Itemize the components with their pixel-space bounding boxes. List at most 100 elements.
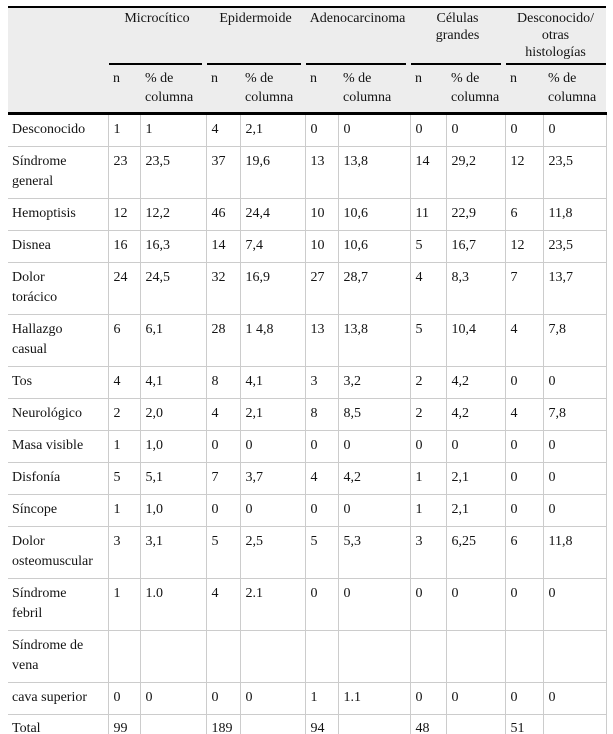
cell-n: 5 xyxy=(409,314,446,367)
row-label: Masa visible xyxy=(8,430,108,463)
cell-n: 23 xyxy=(107,146,140,199)
row-label: Neurológico xyxy=(8,398,108,431)
cell-n: 1 xyxy=(107,113,140,147)
cell-n: 2 xyxy=(107,398,140,431)
row-label: Hemoptisis xyxy=(8,198,108,231)
cell-n: 4 xyxy=(304,462,338,495)
row-label: Desconocido xyxy=(8,113,108,147)
cell-pct: 0 xyxy=(445,578,506,631)
cell-pct: 0 xyxy=(337,430,410,463)
cell-pct: 5,3 xyxy=(337,526,410,579)
cell-pct: 4,2 xyxy=(337,462,410,495)
cell-pct: 0 xyxy=(239,494,305,527)
cell-n: 0 xyxy=(107,682,140,715)
cell-n: 4 xyxy=(205,578,240,631)
table-row: Síndrome general 23 23,5 37 19,6 13 13,8 14 29,2… xyxy=(8,146,607,199)
cell-pct: 16,3 xyxy=(139,230,206,263)
subheader-n: n xyxy=(108,65,140,115)
cell-pct: 2,1 xyxy=(445,462,506,495)
subheader-row: n % de columna n % de columna n % de col… xyxy=(8,65,607,115)
cell-n: 94 xyxy=(304,714,338,734)
table-row: Dolor osteomuscular 3 3,1 5 2,5 5 5,3 3 6,25 6 11,… xyxy=(8,526,607,579)
cell-pct: 2,1 xyxy=(239,398,305,431)
table-body: Desconocido 1 1 4 2,1 0 0 0 0 0 0 Síndrome general 2… xyxy=(8,113,607,734)
cell-n: 6 xyxy=(504,526,544,579)
cell-n: 2 xyxy=(409,398,446,431)
cell-pct: 0 xyxy=(139,682,206,715)
table-row: Tos 4 4,1 8 4,1 3 3,2 2 4,2 0 0 xyxy=(8,366,607,399)
cell-pct: 8,3 xyxy=(445,262,506,315)
row-label: Síndrome de vena xyxy=(8,630,108,683)
cell-n xyxy=(504,630,544,683)
cell-pct: 23,5 xyxy=(542,230,607,263)
cell-pct: 0 xyxy=(445,682,506,715)
cell-pct: 0 xyxy=(542,462,607,495)
cell-n: 5 xyxy=(409,230,446,263)
cell-n xyxy=(205,630,240,683)
cell-pct: 3,2 xyxy=(337,366,410,399)
cell-n: 0 xyxy=(504,366,544,399)
cell-pct: 2,5 xyxy=(239,526,305,579)
cell-pct: 24,5 xyxy=(139,262,206,315)
cell-n: 13 xyxy=(304,146,338,199)
row-label: Síncope xyxy=(8,494,108,527)
cell-n: 6 xyxy=(107,314,140,367)
cell-pct: 7,8 xyxy=(542,314,607,367)
cell-pct: 23,5 xyxy=(139,146,206,199)
cell-pct: 0 xyxy=(542,494,607,527)
row-label: Síndrome general xyxy=(8,146,108,199)
cell-n: 8 xyxy=(304,398,338,431)
subheader-pct: % de columna xyxy=(543,65,607,115)
row-label: Disnea xyxy=(8,230,108,263)
table-row: Disnea 16 16,3 14 7,4 10 10,6 5 16,7 12 23,5 xyxy=(8,230,607,263)
cell-pct: 4,2 xyxy=(445,366,506,399)
cell-pct xyxy=(239,714,305,734)
cell-pct xyxy=(445,630,506,683)
group-header-microcitico: Microcítico xyxy=(108,7,206,65)
cell-n: 1 xyxy=(304,682,338,715)
table-row: Disfonía 5 5,1 7 3,7 4 4,2 1 2,1 0 0 xyxy=(8,462,607,495)
cell-n: 51 xyxy=(504,714,544,734)
cell-n: 0 xyxy=(205,494,240,527)
cell-n: 13 xyxy=(304,314,338,367)
cell-pct: 0 xyxy=(542,682,607,715)
cell-pct: 3,7 xyxy=(239,462,305,495)
cell-n: 7 xyxy=(205,462,240,495)
cell-pct: 28,7 xyxy=(337,262,410,315)
cell-pct: 4,2 xyxy=(445,398,506,431)
subheader-pct: % de columna xyxy=(140,65,206,115)
cell-pct: 1,0 xyxy=(139,430,206,463)
cell-pct: 6,25 xyxy=(445,526,506,579)
cell-n: 0 xyxy=(409,578,446,631)
cell-pct: 10,6 xyxy=(337,198,410,231)
cell-n: 0 xyxy=(304,578,338,631)
cell-pct: 0 xyxy=(337,578,410,631)
cell-pct: 2,1 xyxy=(239,113,305,147)
cell-n: 4 xyxy=(409,262,446,315)
cell-pct: 0 xyxy=(542,578,607,631)
cell-n: 8 xyxy=(205,366,240,399)
cell-pct: 1.0 xyxy=(139,578,206,631)
cell-n: 1 xyxy=(107,578,140,631)
cell-pct: 2,1 xyxy=(445,494,506,527)
cell-n: 2 xyxy=(409,366,446,399)
table-row: cava superior 0 0 0 0 1 1.1 0 0 0 0 xyxy=(8,682,607,715)
group-header-celulas-grandes: Células grandes xyxy=(410,7,506,65)
cell-n: 0 xyxy=(409,113,446,147)
cell-pct: 8,5 xyxy=(337,398,410,431)
cell-n: 0 xyxy=(504,430,544,463)
row-label: Total xyxy=(12,721,41,734)
cell-n: 0 xyxy=(304,430,338,463)
cell-n: 4 xyxy=(504,314,544,367)
subheader-pct: % de columna xyxy=(240,65,305,115)
group-header-adenocarcinoma: Adenocarcinoma xyxy=(305,7,410,65)
cell-pct: 13,8 xyxy=(337,146,410,199)
cell-pct: 11,8 xyxy=(542,526,607,579)
cell-n: 189 xyxy=(205,714,240,734)
cell-n: 46 xyxy=(205,198,240,231)
cell-n: 28 xyxy=(205,314,240,367)
cell-pct: 4,1 xyxy=(139,366,206,399)
cell-pct: 22,9 xyxy=(445,198,506,231)
cell-pct: 0 xyxy=(239,682,305,715)
cell-n: 0 xyxy=(504,682,544,715)
